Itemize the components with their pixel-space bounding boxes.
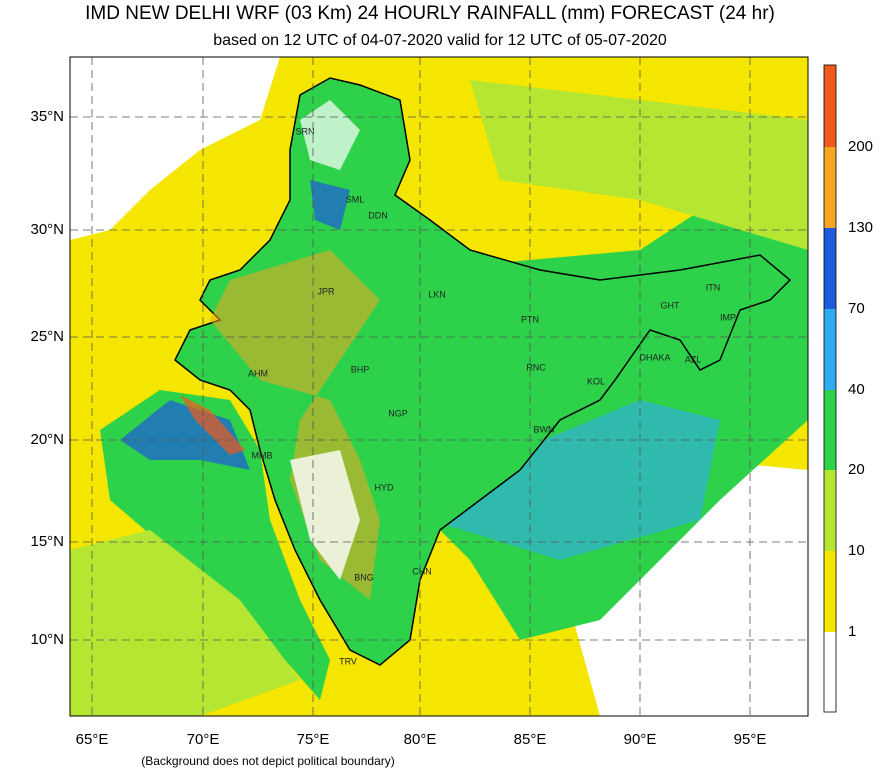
place-label: IMP <box>720 312 736 322</box>
place-label: GHT <box>661 300 681 310</box>
colorbar-label: 200 <box>848 138 873 155</box>
place-label: LKN <box>428 289 446 299</box>
place-label: BWN <box>534 424 555 434</box>
place-label: SRN <box>295 126 314 136</box>
colorbar-label: 40 <box>848 381 865 398</box>
place-label: JPR <box>317 286 335 296</box>
place-label: BHP <box>351 364 370 374</box>
lon-label: 95°E <box>734 731 767 748</box>
lat-label: 15°N <box>30 533 64 550</box>
place-label: DDN <box>368 210 388 220</box>
colorbar-label: 70 <box>848 300 865 317</box>
place-label: CHN <box>412 566 432 576</box>
colorbar-label: 1 <box>848 623 856 640</box>
lon-label: 75°E <box>297 731 330 748</box>
colorbar-label: 20 <box>848 461 865 478</box>
subtitle: based on 12 UTC of 04-07-2020 valid for … <box>213 32 667 49</box>
title: IMD NEW DELHI WRF (03 Km) 24 HOURLY RAIN… <box>85 3 775 24</box>
place-label: BNG <box>354 572 374 582</box>
lat-label: 30°N <box>30 221 64 238</box>
graticule <box>70 57 808 716</box>
place-label: RNC <box>526 362 546 372</box>
lat-label: 10°N <box>30 631 64 648</box>
lat-label: 35°N <box>30 108 64 125</box>
place-label: KOL <box>587 376 605 386</box>
lon-label: 70°E <box>187 731 220 748</box>
lon-label: 65°E <box>76 731 109 748</box>
place-label: NGP <box>388 408 408 418</box>
place-label: DHAKA <box>639 352 670 362</box>
place-label: MMB <box>252 450 273 460</box>
place-label: AHM <box>248 368 268 378</box>
colorbar-label: 10 <box>848 542 865 559</box>
lon-label: 90°E <box>624 731 657 748</box>
lon-label: 85°E <box>514 731 547 748</box>
place-label: HYD <box>374 482 394 492</box>
lat-label: 20°N <box>30 431 64 448</box>
rain-field <box>70 57 808 716</box>
lat-label: 25°N <box>30 328 64 345</box>
lon-label: 80°E <box>404 731 437 748</box>
place-label: AZL <box>685 354 702 364</box>
place-label: TRV <box>339 656 357 666</box>
place-label: ITN <box>706 282 721 292</box>
footnote: (Background does not depict political bo… <box>141 754 395 768</box>
map-frame <box>69 56 809 717</box>
colorbar <box>823 64 837 713</box>
colorbar-label: 130 <box>848 219 873 236</box>
place-label: SML <box>346 194 365 204</box>
place-label: PTN <box>521 314 539 324</box>
